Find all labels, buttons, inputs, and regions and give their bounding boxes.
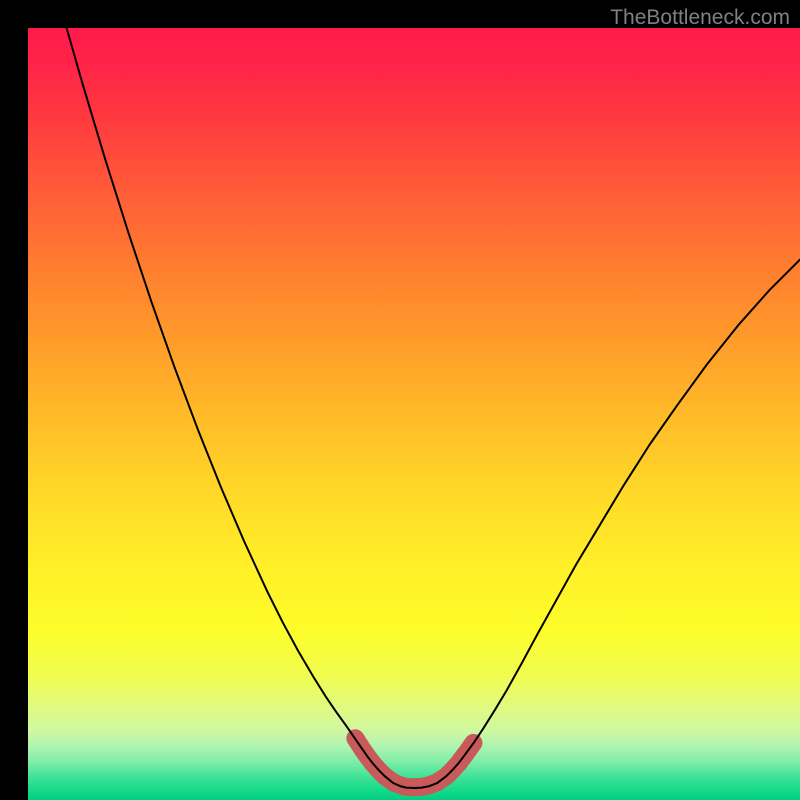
gradient-background xyxy=(28,28,800,800)
chart-container: TheBottleneck.com xyxy=(0,0,800,800)
watermark-text: TheBottleneck.com xyxy=(610,6,790,30)
plot-svg xyxy=(28,28,800,800)
